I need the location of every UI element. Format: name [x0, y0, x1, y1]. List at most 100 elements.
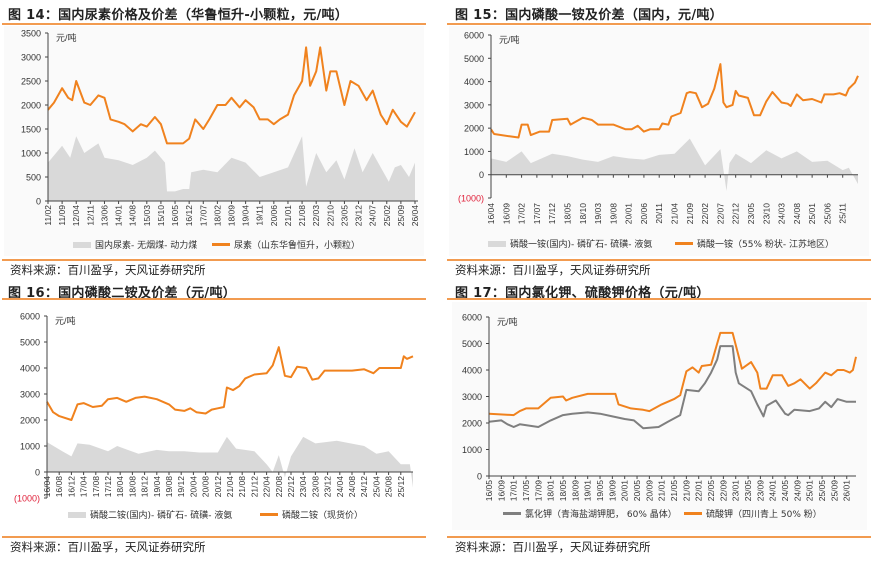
chart-14-x-tick-label: 11/02	[43, 205, 53, 226]
chart-15-x-tick-label: 17/12	[547, 203, 557, 225]
chart-16-y-tick-label: 5000	[20, 338, 40, 348]
chart-15-y-tick-label: 0	[479, 170, 484, 180]
chart-14-x-tick-label: 22/03	[311, 205, 321, 227]
chart-17-x-tick-label: 19/01	[583, 480, 593, 502]
chart-17-x-tick-label: 17/09	[533, 480, 543, 502]
chart-15-x-tick-label: 20/06	[639, 203, 649, 225]
chart-17-background	[452, 302, 867, 530]
chart-16-legend-line: 磷酸二铵（现货价）	[260, 508, 363, 521]
chart-17-x-tick-label: 25/09	[829, 480, 839, 502]
chart-14-x-tick-label: 19/11	[255, 205, 265, 226]
chart-17-legend-gray: 氯化钾（青海盐湖钾肥， 60% 晶体）	[503, 507, 677, 520]
chart-15-unit-label: 元/吨	[499, 34, 520, 45]
chart-15-x-tick-label: 18/10	[578, 203, 588, 225]
chart-17-legend-orange: 硫酸钾（四川青上 50% 粉）	[684, 507, 822, 520]
chart-15-x-tick-label: 24/03	[777, 203, 787, 225]
chart-17-line-series-1	[488, 331, 857, 417]
chart-14-x-tick-label: 12/11	[85, 205, 95, 226]
legend-label: 磷酸一铵（55% 粉状- 江苏地区）	[697, 240, 834, 250]
legend-swatch-line	[260, 513, 278, 516]
chart-17-x-tick-label: 22/01	[694, 480, 704, 502]
chart-16-x-tick-label: 24/04	[335, 476, 345, 498]
legend-label: 硫酸钾（四川青上 50% 粉）	[706, 510, 822, 520]
chart-17-source-rule	[447, 536, 871, 538]
chart-14-x-tick-label: 15/03	[142, 205, 152, 227]
chart-14-background	[4, 26, 424, 256]
chart-14-y-tick-label: 2000	[21, 101, 41, 111]
chart-15-x-tick-label: 21/04	[670, 203, 680, 225]
legend-label: 尿素（山东华鲁恒升，小颗粒）	[234, 241, 361, 251]
chart-16-area-series	[47, 436, 413, 488]
chart-16-x-tick-label: 16/08	[54, 476, 64, 498]
chart-15-title-rule	[447, 23, 871, 25]
chart-17-x-tick-label: 18/01	[546, 480, 556, 502]
chart-17-x-tick-label: 26/01	[842, 480, 852, 502]
chart-17-y-tick-label: 2000	[462, 419, 482, 429]
chart-16-x-tick-label: 16/12	[66, 476, 76, 498]
chart-14-y-tick-label: 3500	[21, 29, 41, 39]
chart-17-y-tick-label: 6000	[462, 313, 482, 323]
chart-14-x-tick-label: 11/09	[57, 205, 67, 226]
chart-15-y-tick-label: 3000	[464, 100, 484, 110]
chart-16-y-tick-label: 4000	[20, 364, 40, 374]
chart-16-source: 资料来源：百川盈孚，天风证券研究所	[10, 540, 206, 554]
chart-14-x-tick-label: 13/06	[99, 205, 109, 227]
chart-16-x-tick-label: 24/12	[359, 476, 369, 498]
chart-14-x-tick-label: 14/08	[128, 205, 138, 227]
chart-17-y-tick-label: 4000	[462, 366, 482, 376]
chart-17-x-tick-label: 21/01	[657, 480, 667, 502]
chart-14-y-tick-label: 1000	[21, 149, 41, 159]
chart-16-x-tick-label: 21/12	[249, 476, 259, 498]
chart-16-x-tick-label: 18/12	[140, 476, 150, 498]
chart-17-x-tick-label: 20/01	[620, 480, 630, 502]
chart-16-x-tick-label: 20/12	[213, 476, 223, 498]
chart-17-title: 图 17：国内氯化钾、硫酸钾价格（元/吨）	[455, 286, 710, 301]
chart-17-x-tick-label: 25/01	[805, 480, 815, 502]
chart-15-background	[449, 26, 869, 256]
chart-15-y-tick-label: 6000	[464, 31, 484, 41]
chart-15-title: 图 15：国内磷酸一铵及价差（国内，元/吨）	[455, 8, 723, 23]
chart-16-x-tick-label: 24/08	[347, 476, 357, 498]
chart-15-legend-area: 磷酸一铵(国内)- 磷矿石- 硫磺- 液氨	[488, 237, 652, 250]
legend-swatch-line	[503, 512, 521, 515]
chart-15-x-tick-label: 17/02	[517, 203, 527, 225]
chart-16-x-tick-label: 22/04	[262, 476, 272, 498]
chart-17-x-tick-label: 23/09	[755, 480, 765, 502]
chart-14-x-tick-label: 25/02	[382, 205, 392, 227]
chart-15-x-tick-label: 24/08	[792, 203, 802, 225]
chart-15-x-tick-label: 20/11	[654, 203, 664, 224]
legend-swatch-area	[73, 241, 91, 248]
chart-17-x-tick-label: 24/09	[792, 480, 802, 502]
chart-16-x-tick-label: 18/04	[115, 476, 125, 498]
chart-16-x-tick-label: 25/08	[384, 476, 394, 498]
chart-15-x-tick-label: 17/07	[532, 203, 542, 225]
chart-14-x-tick-label: 16/12	[184, 205, 194, 227]
legend-swatch-line	[684, 512, 702, 515]
chart-16-source-rule	[2, 536, 426, 538]
chart-15-y-tick-label: 2000	[464, 124, 484, 134]
chart-17-y-tick-label: 1000	[462, 445, 482, 455]
chart-14-x-tick-label: 25/09	[396, 205, 406, 227]
chart-16-x-tick-label: 20/08	[201, 476, 211, 498]
chart-15-x-tick-label: 16/04	[486, 203, 496, 225]
chart-14-title-rule	[2, 23, 426, 25]
chart-14-line-series-1	[47, 46, 416, 145]
legend-swatch-line	[212, 243, 230, 246]
chart-15-x-tick-label: 23/05	[746, 203, 756, 225]
chart-15-x-tick-label: 22/12	[731, 203, 741, 225]
chart-15-x-tick-label: 16/09	[501, 203, 511, 225]
chart-15-x-tick-label: 25/01	[807, 203, 817, 225]
chart-17-x-tick-label: 24/05	[780, 480, 790, 502]
chart-17-x-tick-label: 17/05	[521, 480, 531, 502]
chart-17-x-tick-label: 25/05	[817, 480, 827, 502]
chart-16-y-tick-label: 0	[35, 468, 40, 478]
chart-14-y-tick-label: 2500	[21, 77, 41, 87]
chart-17-x-tick-label: 21/05	[669, 480, 679, 502]
chart-14-y-tick-label: 500	[26, 173, 41, 183]
chart-15-area-series	[491, 138, 858, 191]
chart-16-x-tick-label: 25/12	[396, 476, 406, 498]
legend-label: 磷酸二铵（现货价）	[282, 511, 364, 521]
chart-15-x-tick-label: 19/08	[608, 203, 618, 225]
chart-16-x-tick-label: 20/04	[188, 476, 198, 498]
chart-16-x-tick-label: 19/12	[176, 476, 186, 498]
